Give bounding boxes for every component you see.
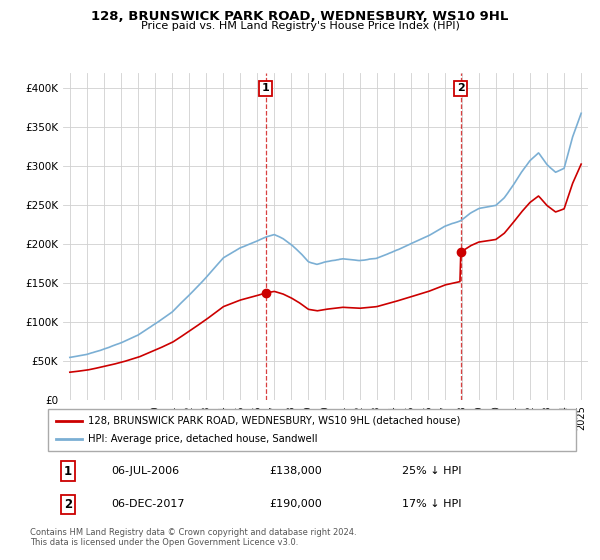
Text: 128, BRUNSWICK PARK ROAD, WEDNESBURY, WS10 9HL (detached house): 128, BRUNSWICK PARK ROAD, WEDNESBURY, WS… (88, 416, 460, 426)
FancyBboxPatch shape (48, 409, 576, 451)
Text: 06-DEC-2017: 06-DEC-2017 (112, 500, 185, 509)
Text: 2: 2 (457, 83, 464, 94)
Text: £138,000: £138,000 (270, 466, 323, 476)
Text: 2: 2 (64, 498, 72, 511)
Text: 128, BRUNSWICK PARK ROAD, WEDNESBURY, WS10 9HL: 128, BRUNSWICK PARK ROAD, WEDNESBURY, WS… (91, 10, 509, 22)
Text: £190,000: £190,000 (270, 500, 323, 509)
Text: HPI: Average price, detached house, Sandwell: HPI: Average price, detached house, Sand… (88, 435, 317, 445)
Text: 1: 1 (64, 465, 72, 478)
Text: Contains HM Land Registry data © Crown copyright and database right 2024.
This d: Contains HM Land Registry data © Crown c… (30, 528, 356, 547)
Text: 25% ↓ HPI: 25% ↓ HPI (402, 466, 461, 476)
Text: 17% ↓ HPI: 17% ↓ HPI (402, 500, 461, 509)
Text: 06-JUL-2006: 06-JUL-2006 (112, 466, 179, 476)
Text: Price paid vs. HM Land Registry's House Price Index (HPI): Price paid vs. HM Land Registry's House … (140, 21, 460, 31)
Text: 1: 1 (262, 83, 270, 94)
